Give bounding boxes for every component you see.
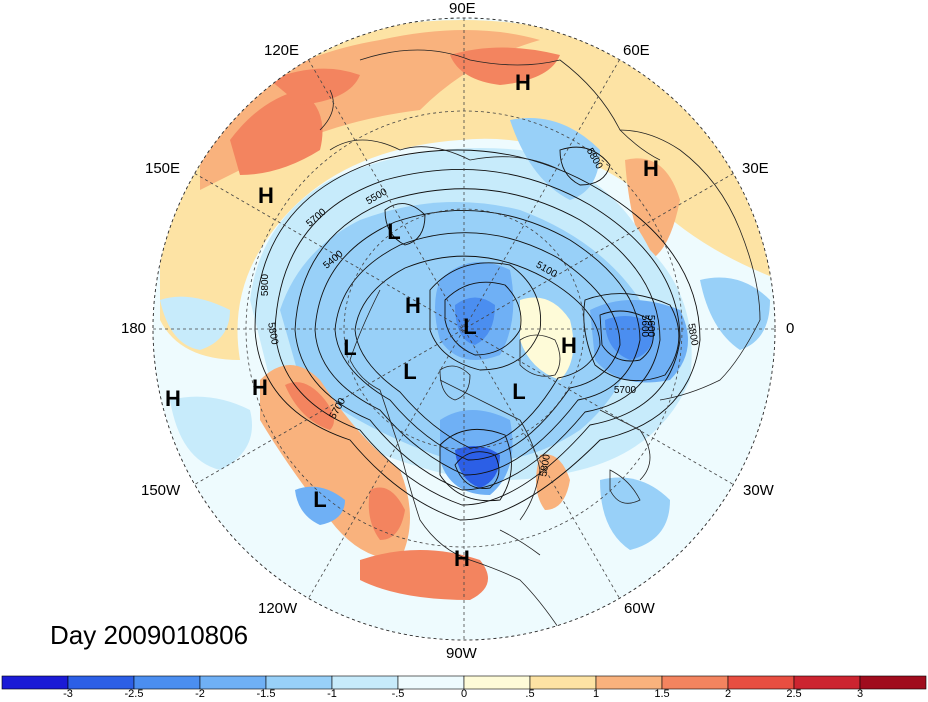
lon-label-0: 0	[786, 320, 795, 337]
pressure-centers: H H H L H L H L L L H H L H	[165, 70, 659, 571]
pressure-center-high: H	[405, 293, 421, 318]
colorbar-tick-label: 1.5	[654, 688, 670, 700]
colorbar-tick-label: -.5	[391, 688, 405, 700]
pressure-center-high: H	[258, 183, 274, 208]
pressure-center-high: H	[561, 333, 577, 358]
pressure-center-high: H	[252, 375, 268, 400]
lon-label-90w: 90W	[446, 645, 477, 662]
lon-label-30e: 30E	[742, 160, 769, 177]
colorbar-tick-label: 2	[724, 688, 732, 700]
lon-label-30w: 30W	[743, 482, 774, 499]
contour-label: 5800	[685, 323, 700, 347]
contour-label: 5600	[639, 315, 650, 338]
colorbar-swatch	[133, 675, 201, 690]
colorbar-swatch	[463, 675, 531, 690]
colorbar-tick-label: .5	[525, 688, 535, 700]
lon-label-90e: 90E	[449, 0, 476, 17]
colorbar-swatch	[727, 675, 795, 690]
pressure-center-low: L	[512, 379, 525, 404]
contour-label: 5700	[614, 385, 637, 396]
colorbar-tick-label: 2.5	[786, 688, 802, 700]
lon-label-60w: 60W	[624, 600, 655, 617]
colorbar-tick-label: -1	[327, 688, 337, 700]
lon-label-150w: 150W	[141, 482, 181, 499]
map-border	[152, 17, 776, 641]
colorbar-swatch	[859, 675, 927, 690]
anomaly-field	[160, 20, 775, 600]
colorbar-swatch	[595, 675, 663, 690]
lon-label-120w: 120W	[258, 600, 298, 617]
map-title: Day 2009010806	[50, 620, 249, 650]
pressure-center-high: H	[643, 156, 659, 181]
colorbar-tick-label: 3	[856, 688, 864, 700]
colorbar-swatch	[331, 675, 399, 690]
colorbar-tick-label: -3	[63, 688, 73, 700]
colorbar-swatch	[397, 675, 465, 690]
contour-label: 5600	[645, 315, 656, 338]
colorbar-tick-label: -1.5	[256, 688, 276, 700]
colorbar-tick-label: -2	[195, 688, 205, 700]
contour-label: 5800	[538, 453, 553, 477]
pressure-center-high: H	[454, 546, 470, 571]
colorbar	[1, 675, 927, 690]
colorbar-tick-label: 1	[592, 688, 600, 700]
pressure-center-low: L	[403, 359, 416, 384]
pressure-center-high: H	[515, 70, 531, 95]
colorbar-tick-label: 0	[460, 688, 468, 700]
colorbar-swatch	[265, 675, 333, 690]
pressure-center-low: L	[343, 335, 356, 360]
colorbar-swatch	[1, 675, 69, 690]
colorbar-swatch	[529, 675, 597, 690]
pressure-center-low: L	[313, 487, 326, 512]
lon-label-120e: 120E	[264, 42, 300, 59]
contour-label: 5800	[265, 322, 280, 346]
lon-label-150e: 150E	[145, 160, 181, 177]
contour-label: 5800	[260, 273, 271, 296]
lon-label-180: 180	[121, 320, 147, 337]
lon-label-60e: 60E	[623, 42, 650, 59]
colorbar-swatch	[793, 675, 861, 690]
pressure-center-low: L	[387, 219, 400, 244]
colorbar-tick-label: -2.5	[124, 688, 144, 700]
colorbar-swatch	[661, 675, 729, 690]
coastlines	[319, 49, 761, 631]
pressure-center-high: H	[165, 386, 181, 411]
pressure-center-low: L	[463, 314, 476, 339]
